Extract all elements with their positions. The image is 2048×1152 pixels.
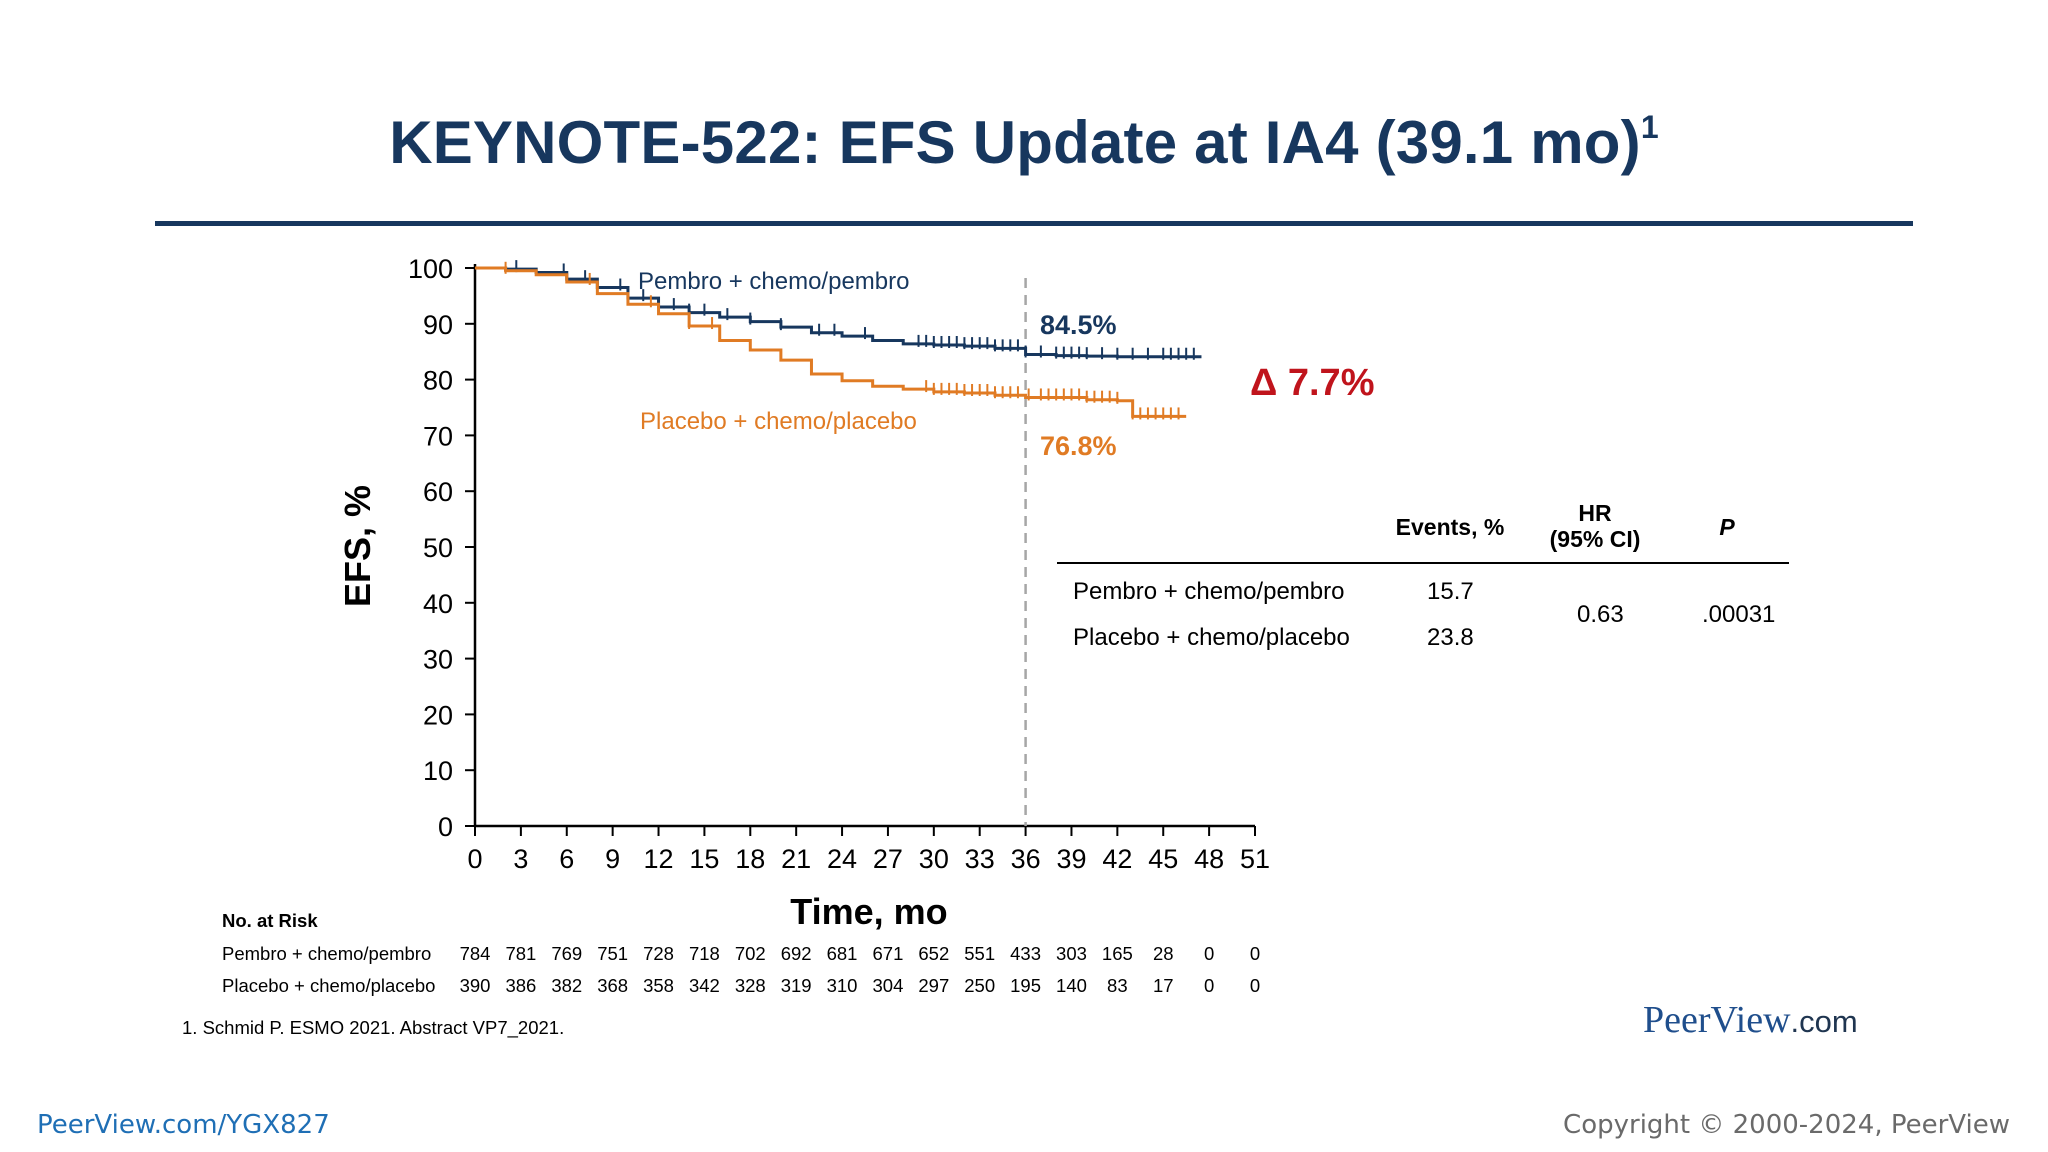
risk-value: 769 [551,943,583,964]
x-tick-label: 36 [1011,844,1041,874]
y-tick-label: 20 [423,700,453,730]
risk-value: 303 [1056,943,1087,964]
chart-labels: EFS, % Time, mo Pembro + chemo/pembro Pl… [337,268,1374,932]
hr-value: 0.63 [1577,601,1624,628]
risk-value: 17 [1152,975,1174,996]
risk-value: 718 [688,943,720,964]
x-tick-label: 0 [467,844,482,874]
risk-value: 0 [1249,975,1261,996]
header-hr: HR (95% CI) [1549,500,1641,552]
placebo-value-label: 76.8% [1040,431,1117,461]
series-label-placebo: Placebo + chemo/placebo [640,408,917,435]
x-tick-label: 30 [919,844,949,874]
risk-row-label-pembro: Pembro + chemo/pembro [222,943,432,964]
header-p: P [1719,514,1735,540]
row-events-pembro: 15.7 [1427,578,1474,605]
x-tick-label: 12 [644,844,674,874]
risk-value: 304 [872,975,904,996]
x-tick-label: 3 [513,844,528,874]
y-tick-label: 70 [423,421,453,451]
risk-value: 140 [1056,975,1087,996]
slide-title-text: KEYNOTE-522: EFS Update at IA4 (39.1 mo) [389,109,1641,176]
y-axis-label: EFS, % [337,485,378,607]
delta-label: Δ 7.7% [1250,362,1374,404]
risk-value: 310 [826,975,858,996]
slide-title: KEYNOTE-522: EFS Update at IA4 (39.1 mo)… [0,108,2048,177]
risk-value: 433 [1010,943,1042,964]
row-events-placebo: 23.8 [1427,624,1474,651]
risk-value: 551 [964,943,996,964]
table-header-rule [1057,562,1789,564]
peerview-link[interactable]: PeerView.com/YGX827 [37,1110,330,1140]
series-label-pembro: Pembro + chemo/pembro [638,268,909,295]
x-tick-label: 27 [873,844,903,874]
x-tick-label: 45 [1148,844,1178,874]
risk-value: 781 [505,943,537,964]
x-axis-label: Time, mo [790,891,947,932]
x-tick-label: 39 [1056,844,1086,874]
risk-value: 165 [1101,943,1133,964]
x-tick-label: 6 [559,844,574,874]
y-tick-label: 80 [423,366,453,396]
risk-value: 328 [734,975,766,996]
risk-value: 671 [872,943,904,964]
y-tick-label: 100 [408,254,453,284]
risk-value: 751 [597,943,629,964]
risk-value: 652 [918,943,950,964]
risk-value: 784 [459,943,491,964]
risk-value: 28 [1152,943,1174,964]
peerview-logo: PeerView.com [1643,998,1858,1042]
header-events: Events, % [1395,514,1505,540]
logo-tld: .com [1790,1004,1858,1039]
risk-value: 358 [643,975,674,996]
series-layer [475,260,1202,420]
copyright-text: Copyright © 2000-2024, PeerView [1563,1110,2010,1140]
x-tick-label: 51 [1240,844,1270,874]
y-tick-label: 40 [423,589,453,619]
y-tick-label: 50 [423,533,453,563]
risk-value: 0 [1203,975,1215,996]
risk-value: 390 [459,975,491,996]
risk-value: 297 [918,975,950,996]
title-divider [155,221,1913,226]
risk-value: 386 [505,975,537,996]
y-tick-label: 30 [423,645,453,675]
y-tick-label: 10 [423,756,453,786]
row-arm-placebo: Placebo + chemo/placebo [1073,624,1350,651]
y-tick-label: 90 [423,310,453,340]
x-tick-label: 15 [689,844,719,874]
x-tick-label: 33 [965,844,995,874]
logo-main: PeerView [1643,999,1791,1041]
x-tick-label: 9 [605,844,620,874]
x-tick-label: 24 [827,844,857,874]
p-value: .00031 [1702,601,1776,628]
risk-value: 382 [551,975,583,996]
x-tick-label: 42 [1102,844,1132,874]
risk-value: 728 [643,943,674,964]
risk-value: 681 [826,943,858,964]
risk-value: 368 [597,975,629,996]
footnote: 1. Schmid P. ESMO 2021. Abstract VP7_202… [182,1017,565,1038]
y-tick-label: 60 [423,477,453,507]
risk-row-label-placebo: Placebo + chemo/placebo [222,975,436,996]
title-superscript: 1 [1640,109,1659,145]
y-tick-label: 0 [438,812,453,842]
risk-value: 0 [1249,943,1261,964]
risk-value: 195 [1010,975,1042,996]
risk-value: 0 [1203,943,1215,964]
x-tick-label: 21 [781,844,811,874]
pembro-value-label: 84.5% [1040,310,1117,340]
risk-value: 342 [688,975,720,996]
x-tick-label: 48 [1194,844,1224,874]
risk-value: 319 [780,975,812,996]
risk-value: 692 [780,943,812,964]
x-tick-label: 18 [735,844,765,874]
risk-table-title: No. at Risk [222,910,318,931]
row-arm-pembro: Pembro + chemo/pembro [1073,578,1345,605]
risk-value: 83 [1107,975,1128,996]
risk-value: 702 [734,943,766,964]
risk-value: 250 [964,975,996,996]
